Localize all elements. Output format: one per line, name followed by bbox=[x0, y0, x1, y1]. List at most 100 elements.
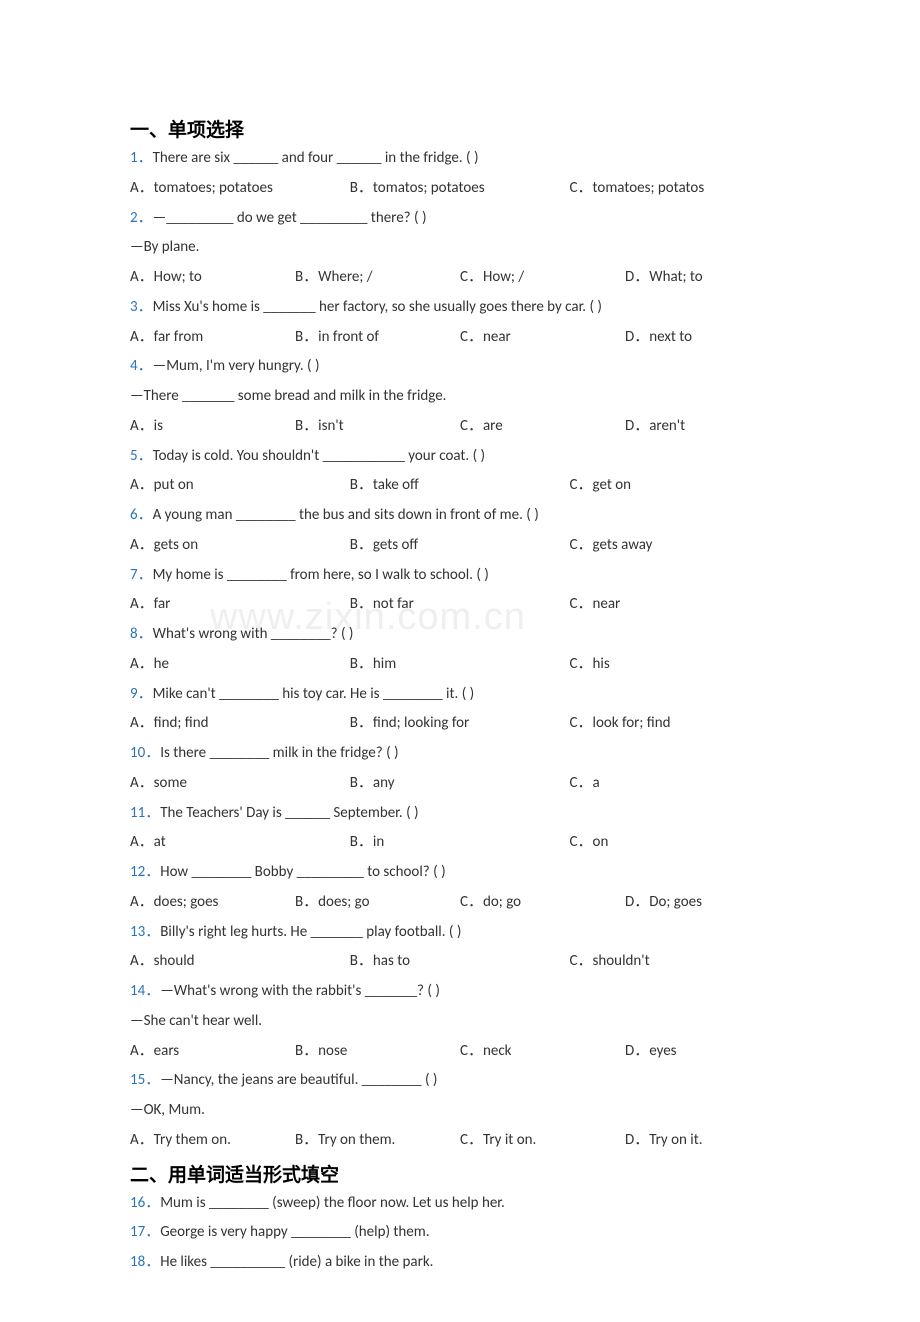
q9-num: 9． bbox=[130, 685, 153, 703]
q9: 9．Mike can't ________ his toy car. He is… bbox=[130, 684, 790, 706]
q3: 3．Miss Xu's home is _______ her factory,… bbox=[130, 297, 790, 319]
q5-text: Today is cold. You shouldn't ___________… bbox=[153, 447, 485, 465]
q11-c: C．on bbox=[570, 832, 790, 854]
q6-text: A young man ________ the bus and sits do… bbox=[153, 506, 539, 524]
q4-c: C．are bbox=[460, 416, 625, 438]
q2-ans: —By plane. bbox=[130, 237, 790, 259]
q12-opts: A．does; goes B．does; go C．do; go D．Do; g… bbox=[130, 892, 790, 914]
q1-text: There are six ______ and four ______ in … bbox=[153, 149, 479, 167]
q5-a: A．put on bbox=[130, 475, 350, 497]
q8-a: A．he bbox=[130, 654, 350, 676]
q18-text: He likes __________ (ride) a bike in the… bbox=[160, 1253, 433, 1271]
q6-opts: A．gets on B．gets off C．gets away bbox=[130, 535, 790, 557]
q3-a: A．far from bbox=[130, 327, 295, 349]
q14-c: C．neck bbox=[460, 1041, 625, 1063]
q14-d: D．eyes bbox=[625, 1041, 790, 1063]
q8-b: B．him bbox=[350, 654, 570, 676]
q16: 16．Mum is ________ (sweep) the floor now… bbox=[130, 1193, 790, 1215]
q9-opts: A．find; find B．find; looking for C．look … bbox=[130, 713, 790, 735]
q3-c: C．near bbox=[460, 327, 625, 349]
q13-b: B．has to bbox=[350, 951, 570, 973]
q7-num: 7． bbox=[130, 566, 153, 584]
q13-text: Billy's right leg hurts. He _______ play… bbox=[160, 923, 461, 941]
q15: 15．—Nancy, the jeans are beautiful. ____… bbox=[130, 1070, 790, 1092]
q14: 14．—What's wrong with the rabbit's _____… bbox=[130, 981, 790, 1003]
q11-opts: A．at B．in C．on bbox=[130, 832, 790, 854]
q16-num: 16． bbox=[130, 1194, 160, 1212]
q2-c: C．How; / bbox=[460, 267, 625, 289]
q2: 2．—_________ do we get _________ there? … bbox=[130, 208, 790, 230]
q6-b: B．gets off bbox=[350, 535, 570, 557]
q15-a: A．Try them on. bbox=[130, 1130, 295, 1152]
q7-c: C．near bbox=[570, 594, 790, 616]
q9-c: C．look for; find bbox=[570, 713, 790, 735]
q9-a: A．find; find bbox=[130, 713, 350, 735]
q13-opts: A．should B．has to C．shouldn't bbox=[130, 951, 790, 973]
q5-b: B．take off bbox=[350, 475, 570, 497]
q10-opts: A．some B．any C．a bbox=[130, 773, 790, 795]
q14-ans: —She can't hear well. bbox=[130, 1011, 790, 1033]
q8-num: 8． bbox=[130, 625, 153, 643]
q5-opts: A．put on B．take off C．get on bbox=[130, 475, 790, 497]
q2-a: A．How; to bbox=[130, 267, 295, 289]
q15-d: D．Try on it. bbox=[625, 1130, 790, 1152]
q5-num: 5． bbox=[130, 447, 153, 465]
q10-a: A．some bbox=[130, 773, 350, 795]
q15-c: C．Try it on. bbox=[460, 1130, 625, 1152]
q12-text: How ________ Bobby _________ to school? … bbox=[160, 863, 445, 881]
q4-b: B．isn't bbox=[295, 416, 460, 438]
q4-num: 4． bbox=[130, 357, 153, 375]
q3-text: Miss Xu's home is _______ her factory, s… bbox=[153, 298, 602, 316]
q18-num: 18． bbox=[130, 1253, 160, 1271]
q15-num: 15． bbox=[130, 1071, 160, 1089]
q12-b: B．does; go bbox=[295, 892, 460, 914]
q13-a: A．should bbox=[130, 951, 350, 973]
q3-opts: A．far from B．in front of C．near D．next t… bbox=[130, 327, 790, 349]
content: 一、单项选择 1．There are six ______ and four _… bbox=[130, 115, 790, 1274]
q17: 17．George is very happy ________ (help) … bbox=[130, 1222, 790, 1244]
q7-text: My home is ________ from here, so I walk… bbox=[153, 566, 489, 584]
q15-b: B．Try on them. bbox=[295, 1130, 460, 1152]
q16-text: Mum is ________ (sweep) the floor now. L… bbox=[160, 1194, 505, 1212]
q2-opts: A．How; to B．Where; / C．How; / D．What; to bbox=[130, 267, 790, 289]
q1-b: B．tomatos; potatoes bbox=[350, 178, 570, 200]
q7-a: A．far bbox=[130, 594, 350, 616]
q8: 8．What's wrong with ________? ( ) bbox=[130, 624, 790, 646]
q13-num: 13． bbox=[130, 923, 160, 941]
q2-b: B．Where; / bbox=[295, 267, 460, 289]
q8-opts: A．he B．him C．his bbox=[130, 654, 790, 676]
q2-d: D．What; to bbox=[625, 267, 790, 289]
q9-b: B．find; looking for bbox=[350, 713, 570, 735]
q1-num: 1． bbox=[130, 149, 153, 167]
q4-a: A．is bbox=[130, 416, 295, 438]
q7: 7．My home is ________ from here, so I wa… bbox=[130, 565, 790, 587]
q5-c: C．get on bbox=[570, 475, 790, 497]
section-two-heading: 二、用单词适当形式填空 bbox=[130, 1160, 790, 1187]
q18: 18．He likes __________ (ride) a bike in … bbox=[130, 1252, 790, 1274]
q6-num: 6． bbox=[130, 506, 153, 524]
q2-num: 2． bbox=[130, 209, 153, 227]
q17-num: 17． bbox=[130, 1223, 160, 1241]
q17-text: George is very happy ________ (help) the… bbox=[160, 1223, 429, 1241]
q9-text: Mike can't ________ his toy car. He is _… bbox=[153, 685, 475, 703]
q10: 10．Is there ________ milk in the fridge?… bbox=[130, 743, 790, 765]
q4-d: D．aren't bbox=[625, 416, 790, 438]
q11-num: 11． bbox=[130, 804, 160, 822]
section-one-heading: 一、单项选择 bbox=[130, 115, 790, 142]
q3-num: 3． bbox=[130, 298, 153, 316]
q14-text: —What's wrong with the rabbit's _______?… bbox=[160, 982, 440, 1000]
q1-opts: A．tomatoes; potatoes B．tomatos; potatoes… bbox=[130, 178, 790, 200]
q3-b: B．in front of bbox=[295, 327, 460, 349]
q11-b: B．in bbox=[350, 832, 570, 854]
q10-num: 10． bbox=[130, 744, 160, 762]
q10-text: Is there ________ milk in the fridge? ( … bbox=[160, 744, 398, 762]
q14-num: 14． bbox=[130, 982, 160, 1000]
q4-text: —Mum, I'm very hungry. ( ) bbox=[153, 357, 320, 375]
q4-opts: A．is B．isn't C．are D．aren't bbox=[130, 416, 790, 438]
q7-b: B．not far bbox=[350, 594, 570, 616]
worksheet-page: www.zixin.com.cn 一、单项选择 1．There are six … bbox=[0, 0, 920, 1322]
q14-opts: A．ears B．nose C．neck D．eyes bbox=[130, 1041, 790, 1063]
q13: 13．Billy's right leg hurts. He _______ p… bbox=[130, 922, 790, 944]
q13-c: C．shouldn't bbox=[570, 951, 790, 973]
q11: 11．The Teachers' Day is ______ September… bbox=[130, 803, 790, 825]
